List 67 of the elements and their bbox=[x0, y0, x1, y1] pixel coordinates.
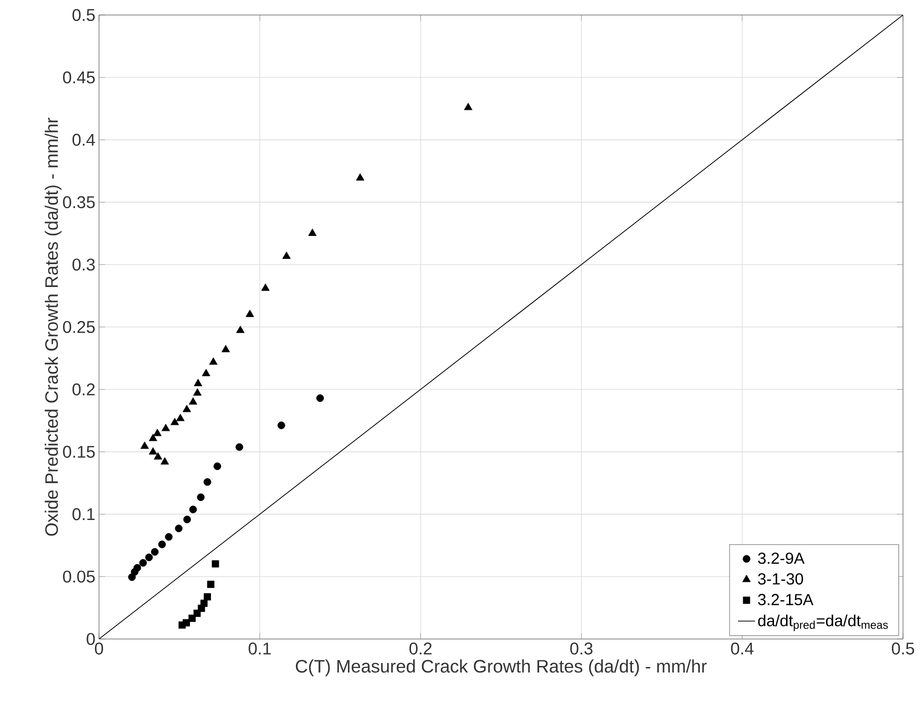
y-tick-label: 0.35 bbox=[63, 196, 95, 208]
point bbox=[282, 252, 291, 259]
legend-label: 3.2-15A bbox=[758, 594, 814, 606]
point bbox=[174, 524, 183, 532]
x-tick-label: 0.1 bbox=[248, 642, 271, 655]
x-axis-title: C(T) Measured Crack Growth Rates (da/dt) - mm/hr bbox=[296, 659, 707, 676]
y-axis-title: Oxide Predicted Crack Growth Rates (da/dt) - mm/hr bbox=[44, 118, 62, 536]
point bbox=[182, 404, 191, 412]
point bbox=[278, 422, 286, 430]
point bbox=[193, 388, 202, 396]
point bbox=[188, 614, 196, 622]
x-tick-label: 0.4 bbox=[731, 642, 754, 655]
point bbox=[207, 580, 214, 588]
point bbox=[316, 394, 324, 402]
point bbox=[356, 173, 364, 181]
point bbox=[170, 418, 179, 426]
point bbox=[151, 548, 159, 556]
point bbox=[133, 564, 142, 572]
point bbox=[158, 540, 166, 548]
point bbox=[176, 414, 185, 422]
point bbox=[236, 443, 244, 451]
point bbox=[204, 478, 212, 486]
point bbox=[182, 619, 190, 626]
point bbox=[145, 554, 153, 562]
point bbox=[194, 378, 202, 386]
legend-label: 3-1-30 bbox=[758, 573, 804, 585]
legend-label: da/dt$_{pred}$=da/dt$_{meas}$ bbox=[758, 614, 888, 632]
point bbox=[214, 462, 222, 470]
point bbox=[204, 593, 211, 600]
point bbox=[154, 452, 162, 460]
point bbox=[209, 357, 218, 365]
y-tick-label: 0.4 bbox=[72, 134, 95, 146]
point bbox=[148, 447, 158, 455]
point bbox=[196, 493, 205, 502]
point bbox=[189, 506, 197, 514]
point bbox=[222, 344, 230, 352]
point bbox=[148, 434, 158, 442]
y-tick-label: 0.45 bbox=[63, 71, 95, 84]
point bbox=[464, 102, 472, 110]
y-tick-label: 0.2 bbox=[72, 383, 95, 396]
point bbox=[153, 428, 162, 436]
point bbox=[139, 559, 147, 567]
y-tick-label: 0.1 bbox=[72, 508, 95, 520]
x-tick-label: 0 bbox=[94, 642, 104, 655]
point bbox=[183, 516, 191, 524]
point bbox=[188, 397, 198, 405]
y-tick-label: 0.3 bbox=[72, 258, 95, 271]
x-tick-label: 0.3 bbox=[570, 642, 592, 655]
x-tick-label: 0.2 bbox=[409, 642, 432, 655]
point bbox=[160, 457, 169, 465]
y-tick-label: 0 bbox=[86, 632, 95, 646]
point bbox=[236, 326, 245, 333]
point bbox=[308, 228, 317, 236]
point bbox=[202, 368, 210, 376]
point bbox=[246, 310, 254, 318]
y-tick-label: 0.05 bbox=[63, 570, 95, 583]
y-tick-label: 0.15 bbox=[63, 446, 95, 458]
point bbox=[140, 442, 149, 449]
y-tick-label: 0.5 bbox=[72, 8, 95, 22]
point bbox=[164, 533, 173, 541]
point bbox=[200, 600, 208, 607]
legend-label: 3.2-9A bbox=[758, 552, 805, 564]
point bbox=[212, 560, 220, 568]
point bbox=[162, 424, 170, 432]
y-tick-label: 0.25 bbox=[63, 320, 95, 334]
point bbox=[261, 284, 270, 291]
x-tick-label: 0.5 bbox=[892, 642, 914, 655]
